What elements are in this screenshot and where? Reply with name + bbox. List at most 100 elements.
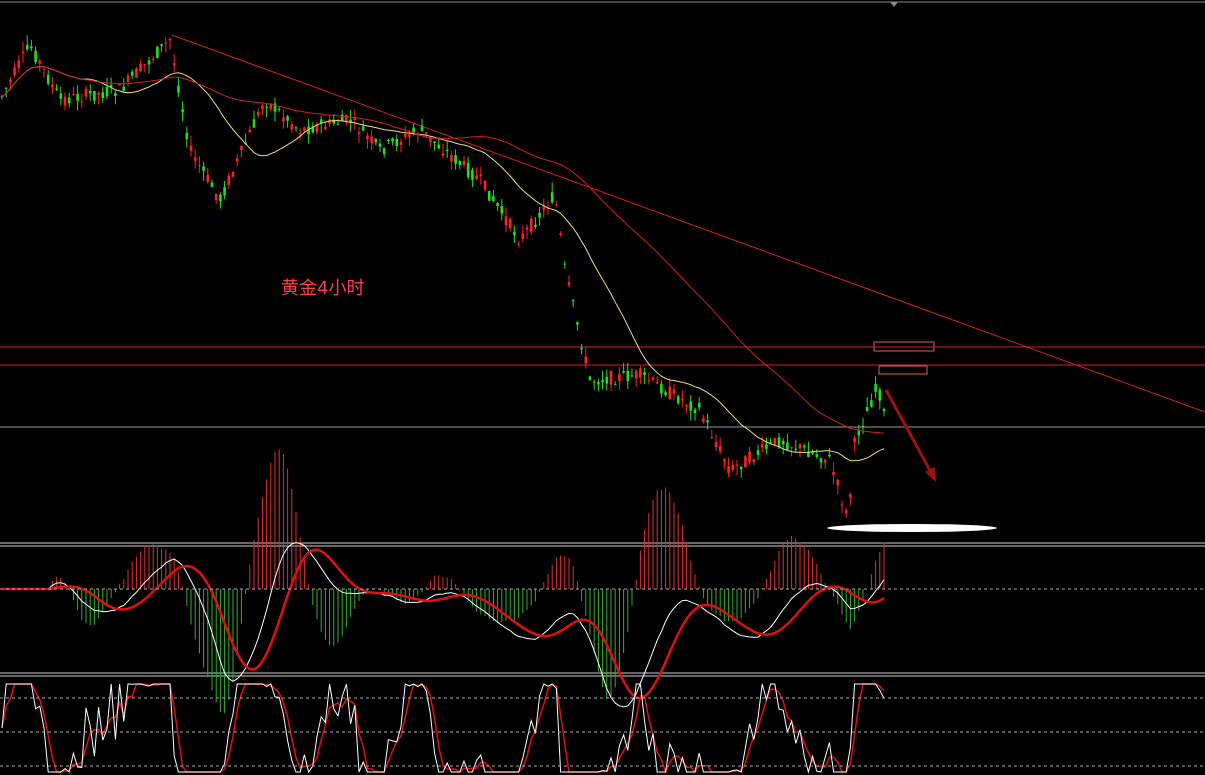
macd-dif <box>2 541 885 708</box>
ma-fast <box>1 65 885 462</box>
candle-body <box>454 155 457 164</box>
candle-body <box>59 93 63 99</box>
candle-body <box>744 456 747 468</box>
zone-box <box>873 341 935 352</box>
candle-body <box>844 510 848 514</box>
candle-body <box>370 136 373 143</box>
candle-body <box>126 75 130 82</box>
candle-body <box>756 450 760 455</box>
candle-body <box>429 136 432 142</box>
candle-body <box>84 89 88 97</box>
candle-body <box>336 123 340 125</box>
candle-body <box>261 105 264 110</box>
candle-body <box>382 148 386 155</box>
candle-body <box>252 119 256 128</box>
candle-body <box>168 38 172 41</box>
candle-body <box>739 466 743 470</box>
candle-body <box>424 132 428 134</box>
candle-body <box>483 180 487 190</box>
candle-body <box>567 282 571 286</box>
candle-body <box>479 174 483 177</box>
candle-body <box>109 84 113 87</box>
candle-body <box>357 132 361 134</box>
candle-body <box>609 370 613 385</box>
candle-body <box>710 436 714 438</box>
candle-body <box>13 67 16 76</box>
stoch-k <box>1 683 885 774</box>
candle-body <box>361 126 365 131</box>
candle-body <box>664 392 667 396</box>
candle-body <box>521 233 525 239</box>
candle-body <box>206 174 210 182</box>
candle-body <box>836 479 840 486</box>
candle-body <box>290 124 294 130</box>
candle-body <box>332 119 336 124</box>
candle-body <box>395 138 399 147</box>
candle-body <box>626 370 630 382</box>
candle-body <box>9 79 12 83</box>
candle-body <box>538 212 541 218</box>
candle-body <box>130 71 134 76</box>
candle-body <box>139 63 142 72</box>
candle-body <box>689 401 693 411</box>
candle-body <box>122 86 126 91</box>
candle-body <box>30 46 33 49</box>
candle-body <box>651 377 655 380</box>
candle-body <box>277 109 281 111</box>
candle-body <box>773 438 777 445</box>
candle-body <box>466 163 470 177</box>
candle-body <box>172 63 176 66</box>
candle-body <box>88 90 92 94</box>
candle-body <box>399 141 403 145</box>
zone-box <box>878 365 928 375</box>
candle-body <box>630 375 634 377</box>
candle-body <box>878 389 882 401</box>
candle-body <box>874 383 877 392</box>
candle-body <box>433 141 436 143</box>
candle-body <box>849 494 852 498</box>
candle-body <box>76 93 79 101</box>
candle-body <box>34 50 37 63</box>
candle-body <box>496 202 499 207</box>
candle-body <box>156 46 159 58</box>
candle-body <box>534 224 537 227</box>
candle-body <box>723 459 726 462</box>
ma-slow <box>1 65 885 434</box>
candle-body <box>378 143 382 147</box>
candle-body <box>819 458 823 463</box>
candle-body <box>529 218 533 232</box>
arrow <box>884 389 934 475</box>
candle-body <box>311 126 315 133</box>
candle-body <box>639 368 642 378</box>
candle-body <box>504 216 508 226</box>
candle-body <box>387 139 390 141</box>
candle-body <box>580 347 583 350</box>
candle-body <box>550 192 554 203</box>
candle-body <box>437 144 441 149</box>
candle-body <box>727 465 730 474</box>
candle-body <box>349 119 352 123</box>
candle-body <box>735 464 739 466</box>
candle-body <box>21 51 25 54</box>
candle-body <box>403 133 407 137</box>
candle-body <box>660 383 663 394</box>
candle-body <box>643 372 646 376</box>
candle-body <box>303 127 306 131</box>
candle-body <box>487 190 491 201</box>
candle-body <box>286 116 289 121</box>
candle-body <box>101 92 105 99</box>
candle-body <box>42 68 46 70</box>
candle-body <box>513 231 516 236</box>
candle-body <box>240 145 243 151</box>
candle-body <box>294 127 298 129</box>
candle-body <box>555 204 558 206</box>
candle-body <box>714 442 718 447</box>
candle-body <box>450 154 453 162</box>
candle-body <box>118 83 121 86</box>
candle-body <box>181 109 184 113</box>
candle-body <box>588 376 592 380</box>
candle-body <box>525 227 529 230</box>
candle-body <box>273 103 277 112</box>
